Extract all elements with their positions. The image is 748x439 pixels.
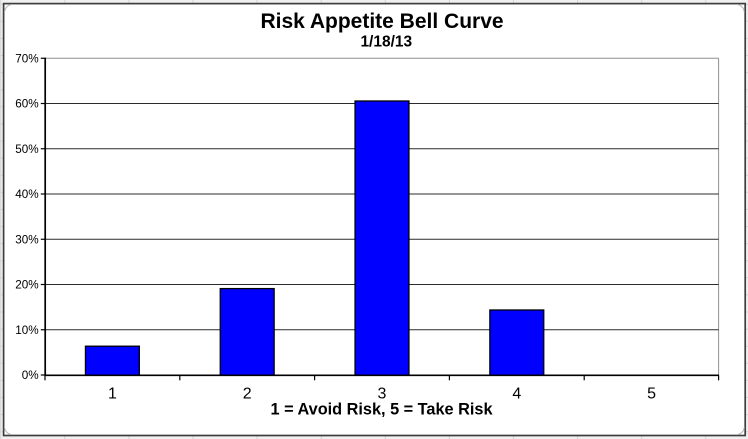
svg-text:40%: 40% <box>15 188 38 201</box>
svg-text:4: 4 <box>512 386 521 403</box>
svg-text:2: 2 <box>243 386 252 403</box>
svg-text:1 = Avoid Risk, 5 = Take Risk: 1 = Avoid Risk, 5 = Take Risk <box>270 401 493 419</box>
svg-text:60%: 60% <box>15 98 38 111</box>
svg-text:1: 1 <box>108 386 117 403</box>
svg-text:Risk Appetite Bell Curve: Risk Appetite Bell Curve <box>260 10 503 33</box>
svg-text:30%: 30% <box>15 233 38 246</box>
svg-text:5: 5 <box>647 386 656 403</box>
svg-text:50%: 50% <box>15 143 38 156</box>
svg-text:10%: 10% <box>15 324 38 337</box>
svg-text:70%: 70% <box>15 52 38 65</box>
svg-text:3: 3 <box>378 386 387 403</box>
svg-text:20%: 20% <box>15 279 38 292</box>
svg-text:0%: 0% <box>22 369 39 382</box>
svg-text:1/18/13: 1/18/13 <box>360 34 412 51</box>
